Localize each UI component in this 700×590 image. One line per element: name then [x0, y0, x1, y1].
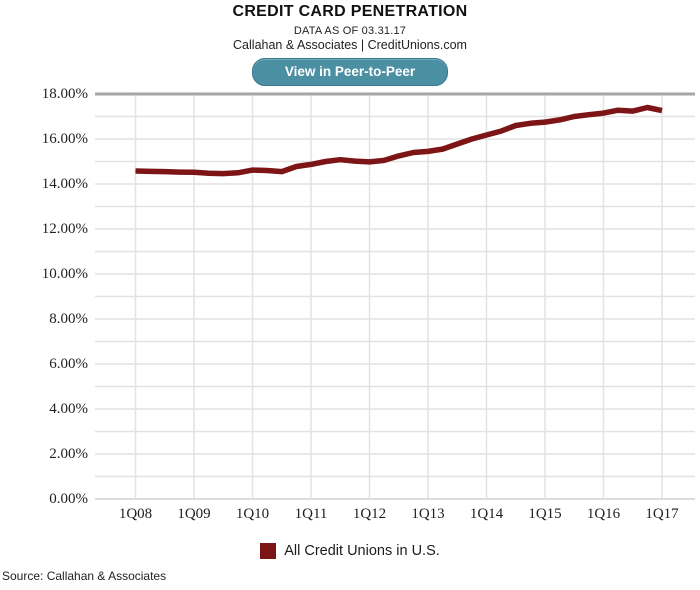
y-axis-tick: 16.00%	[41, 131, 88, 147]
legend-label: All Credit Unions in U.S.	[284, 543, 440, 559]
source-note: Source: Callahan & Associates	[2, 569, 167, 583]
y-axis-tick: 10.00%	[41, 266, 88, 282]
button-row: View in Peer-to-Peer	[0, 58, 700, 86]
y-axis-tick: 4.00%	[49, 401, 88, 417]
view-in-peer-to-peer-button[interactable]: View in Peer-to-Peer	[252, 58, 448, 86]
attribution-subtitle: Callahan & Associates | CreditUnions.com	[233, 38, 467, 52]
series-line-all-credit-unions	[135, 104, 663, 177]
data-as-of-subtitle: DATA AS OF 03.31.17	[293, 25, 407, 37]
x-axis-tick: 1Q09	[177, 506, 211, 522]
x-axis-tick: 1Q11	[294, 506, 328, 522]
y-axis-tick: 18.00%	[41, 86, 88, 102]
y-axis-tick: 8.00%	[49, 311, 88, 327]
legend-swatch-all-credit-unions	[260, 543, 277, 559]
legend: All Credit Unions in U.S.	[0, 543, 700, 559]
x-axis-tick: 1Q10	[235, 506, 270, 522]
page-title: CREDIT CARD PENETRATION	[232, 3, 468, 20]
x-axis-tick: 1Q14	[469, 506, 504, 522]
x-axis-tick: 1Q08	[118, 506, 153, 522]
line-chart-plot-area	[95, 92, 695, 500]
x-axis-tick: 1Q12	[352, 506, 387, 522]
x-axis-tick: 1Q16	[586, 506, 621, 522]
x-axis-tick: 1Q17	[645, 506, 679, 522]
y-axis-tick: 2.00%	[49, 446, 88, 462]
y-axis-tick: 0.00%	[49, 491, 88, 507]
y-axis-tick: 12.00%	[41, 221, 88, 237]
y-axis-tick: 14.00%	[41, 176, 88, 192]
x-axis-tick: 1Q15	[528, 506, 562, 522]
y-axis-tick: 6.00%	[49, 356, 88, 372]
x-axis-tick: 1Q13	[411, 506, 445, 522]
